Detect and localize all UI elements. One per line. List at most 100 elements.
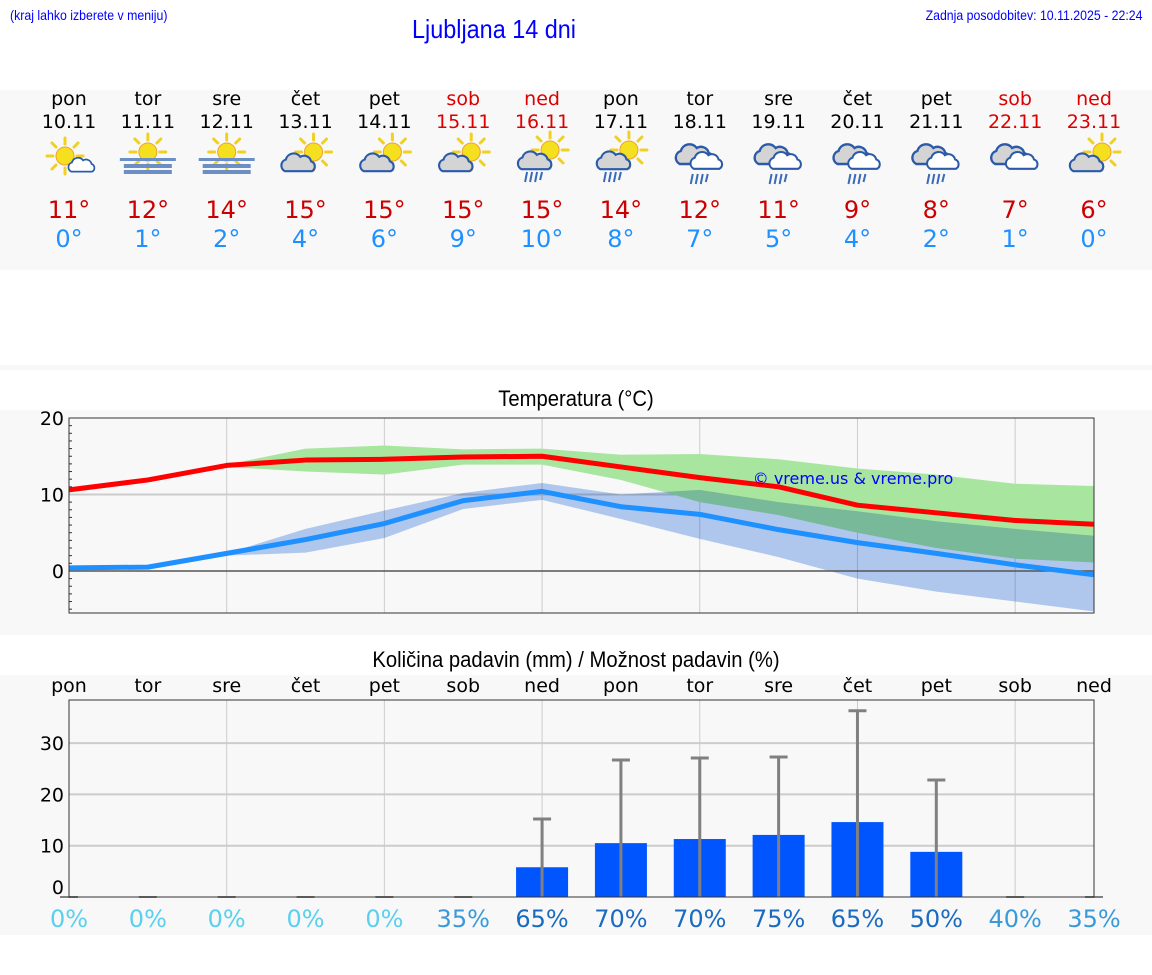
max-temperature: 11° <box>47 196 91 224</box>
cloud-rain-icon <box>911 143 960 185</box>
fog-part <box>198 158 255 174</box>
sun-cloud-rain-icon <box>516 130 570 183</box>
last-updated: Zadnja posodobitev: 10.11.2025 - 22:24 <box>925 7 1142 23</box>
min-temperature: 6° <box>370 225 399 253</box>
max-temperature: 12° <box>126 196 170 224</box>
rain-part <box>926 173 946 185</box>
max-temperature: 11° <box>757 196 800 224</box>
precip-probability: 40% <box>988 905 1041 933</box>
y-tick-label: 10 <box>40 836 64 858</box>
temperature-plot-frame <box>68 417 1095 614</box>
min-temperature: 1° <box>1001 225 1029 253</box>
cloud-rain-icon <box>674 143 724 185</box>
day-date: 16.11 <box>514 111 570 133</box>
day-date: 19.11 <box>751 111 806 133</box>
y-tick-label: 10 <box>40 484 64 506</box>
partly-cloudy-icon <box>359 132 412 173</box>
precip-day-label: pon <box>51 675 87 697</box>
precip-day-label: sre <box>212 675 241 697</box>
precip-day-label: ned <box>1076 675 1112 697</box>
cloud-part <box>847 151 881 170</box>
cloud-part <box>689 151 724 170</box>
precip-day-label: sre <box>764 675 793 697</box>
sun-fog-icon <box>198 132 255 174</box>
precip-probability: 35% <box>1067 905 1120 933</box>
y-tick-label: 0 <box>52 561 64 583</box>
day-date: 14.11 <box>357 111 412 133</box>
max-temperature: 15° <box>520 196 564 224</box>
precip-day-label: ned <box>524 675 560 697</box>
watermark: © vreme.us & vreme.pro <box>753 469 954 488</box>
min-temperature-line <box>68 488 1095 578</box>
day-name: ned <box>524 88 560 110</box>
day-name: tor <box>686 88 714 110</box>
cloud-part <box>768 151 802 170</box>
min-temperature: 2° <box>213 225 241 253</box>
y-tick-label: 20 <box>40 408 64 430</box>
page-title: Ljubljana 14 dni <box>412 14 576 44</box>
precip-day-label: sob <box>446 675 480 697</box>
precip-day-label: tor <box>686 675 713 697</box>
day-date: 20.11 <box>830 111 885 133</box>
fog-part <box>119 158 176 174</box>
max-temperature: 14° <box>205 196 248 224</box>
min_range-band <box>226 483 1094 612</box>
min-temperature: 4° <box>291 225 320 253</box>
precip-probability: 35% <box>437 905 490 933</box>
min-temperature: 0° <box>1080 225 1108 253</box>
max-temperature: 15° <box>284 196 327 224</box>
min-temperature: 0° <box>55 225 83 253</box>
precip-probability: 0% <box>365 905 403 933</box>
daily-forecast-strip <box>0 90 1152 270</box>
partly-cloudy-icon <box>437 132 491 173</box>
max-temperature: 6° <box>1080 196 1108 224</box>
max-temperature: 15° <box>441 196 485 224</box>
min-temperature: 7° <box>686 225 714 253</box>
y-tick-label: 20 <box>40 784 64 806</box>
day-date: 10.11 <box>41 111 97 133</box>
cloudy-icon <box>989 143 1039 170</box>
partly-cloudy-icon <box>280 132 334 173</box>
precip-probability: 0% <box>286 905 324 933</box>
day-date: 12.11 <box>199 111 254 133</box>
cloud-rain-icon <box>753 143 802 185</box>
divider <box>0 365 1152 370</box>
precip-day-label: tor <box>134 675 161 697</box>
max-temperature: 7° <box>1001 196 1029 224</box>
day-name: čet <box>842 88 873 110</box>
day-date: 11.11 <box>120 111 176 133</box>
precip-probability: 0% <box>208 905 246 933</box>
min-temperature: 5° <box>764 225 793 253</box>
precip-day-label: pet <box>369 675 400 697</box>
cloud-part <box>1004 151 1039 170</box>
day-date: 15.11 <box>436 111 491 133</box>
precip-probability: 65% <box>831 905 884 933</box>
day-date: 21.11 <box>909 111 964 133</box>
min-temperature: 4° <box>843 225 872 253</box>
precip-day-label: pon <box>603 675 639 697</box>
day-name: sre <box>212 88 242 110</box>
precip-probability: 75% <box>752 905 805 933</box>
max-temperature: 14° <box>599 196 643 224</box>
day-date: 18.11 <box>672 111 727 133</box>
temperature-chart-title: Temperatura (°C) <box>498 386 654 411</box>
sun-cloud-rain-icon <box>595 130 649 183</box>
max-temperature: 8° <box>922 196 950 224</box>
day-name: pon <box>51 88 87 110</box>
day-name: čet <box>290 88 321 110</box>
y-tick-label: 30 <box>40 733 64 755</box>
rain-part <box>602 171 622 183</box>
day-date: 13.11 <box>278 111 333 133</box>
day-name: pet <box>920 88 952 110</box>
day-name: sob <box>998 88 1032 110</box>
precip-plot-frame <box>68 699 1095 898</box>
day-date: 23.11 <box>1066 111 1122 133</box>
max-temperature: 15° <box>363 196 406 224</box>
day-name: sre <box>764 88 794 110</box>
day-date: 22.11 <box>987 111 1043 133</box>
rain-part <box>768 173 788 185</box>
min-temperature: 10° <box>520 225 564 253</box>
day-name: ned <box>1076 88 1112 110</box>
precip-day-label: čet <box>291 675 321 697</box>
